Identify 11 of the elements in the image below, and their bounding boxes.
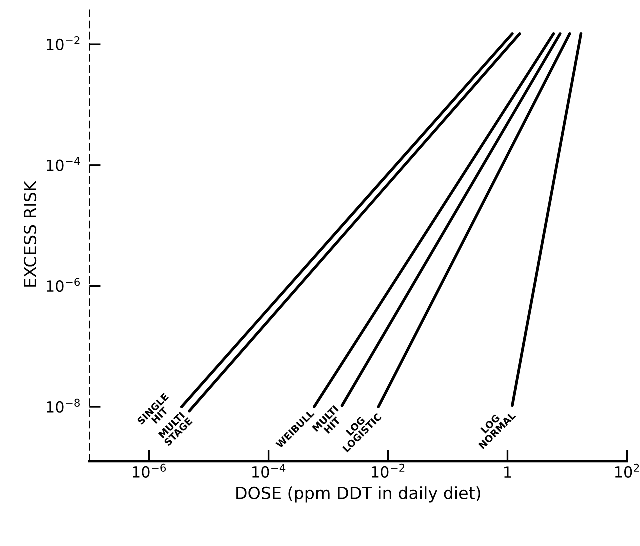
y-tick-label: 10$^{−2}$ bbox=[47, 36, 80, 50]
x-tick-label: 10$^{−6}$ bbox=[133, 464, 166, 478]
x-axis-title: DOSE (ppm DDT in daily diet) bbox=[236, 486, 480, 503]
y-tick-label: 10$^{−8}$ bbox=[47, 398, 80, 413]
x-tick-label: 10$^{−4}$ bbox=[252, 464, 286, 478]
x-tick-label: 10$^{−2}$ bbox=[372, 464, 405, 478]
x-tick-label: 1 bbox=[504, 466, 512, 478]
y-tick-label: 10$^{−6}$ bbox=[47, 278, 80, 292]
y-tick-label: 10$^{−4}$ bbox=[47, 157, 80, 172]
y-axis-title: EXCESS RISK bbox=[24, 180, 37, 287]
x-tick-label: 10$^{2}$ bbox=[615, 464, 640, 478]
